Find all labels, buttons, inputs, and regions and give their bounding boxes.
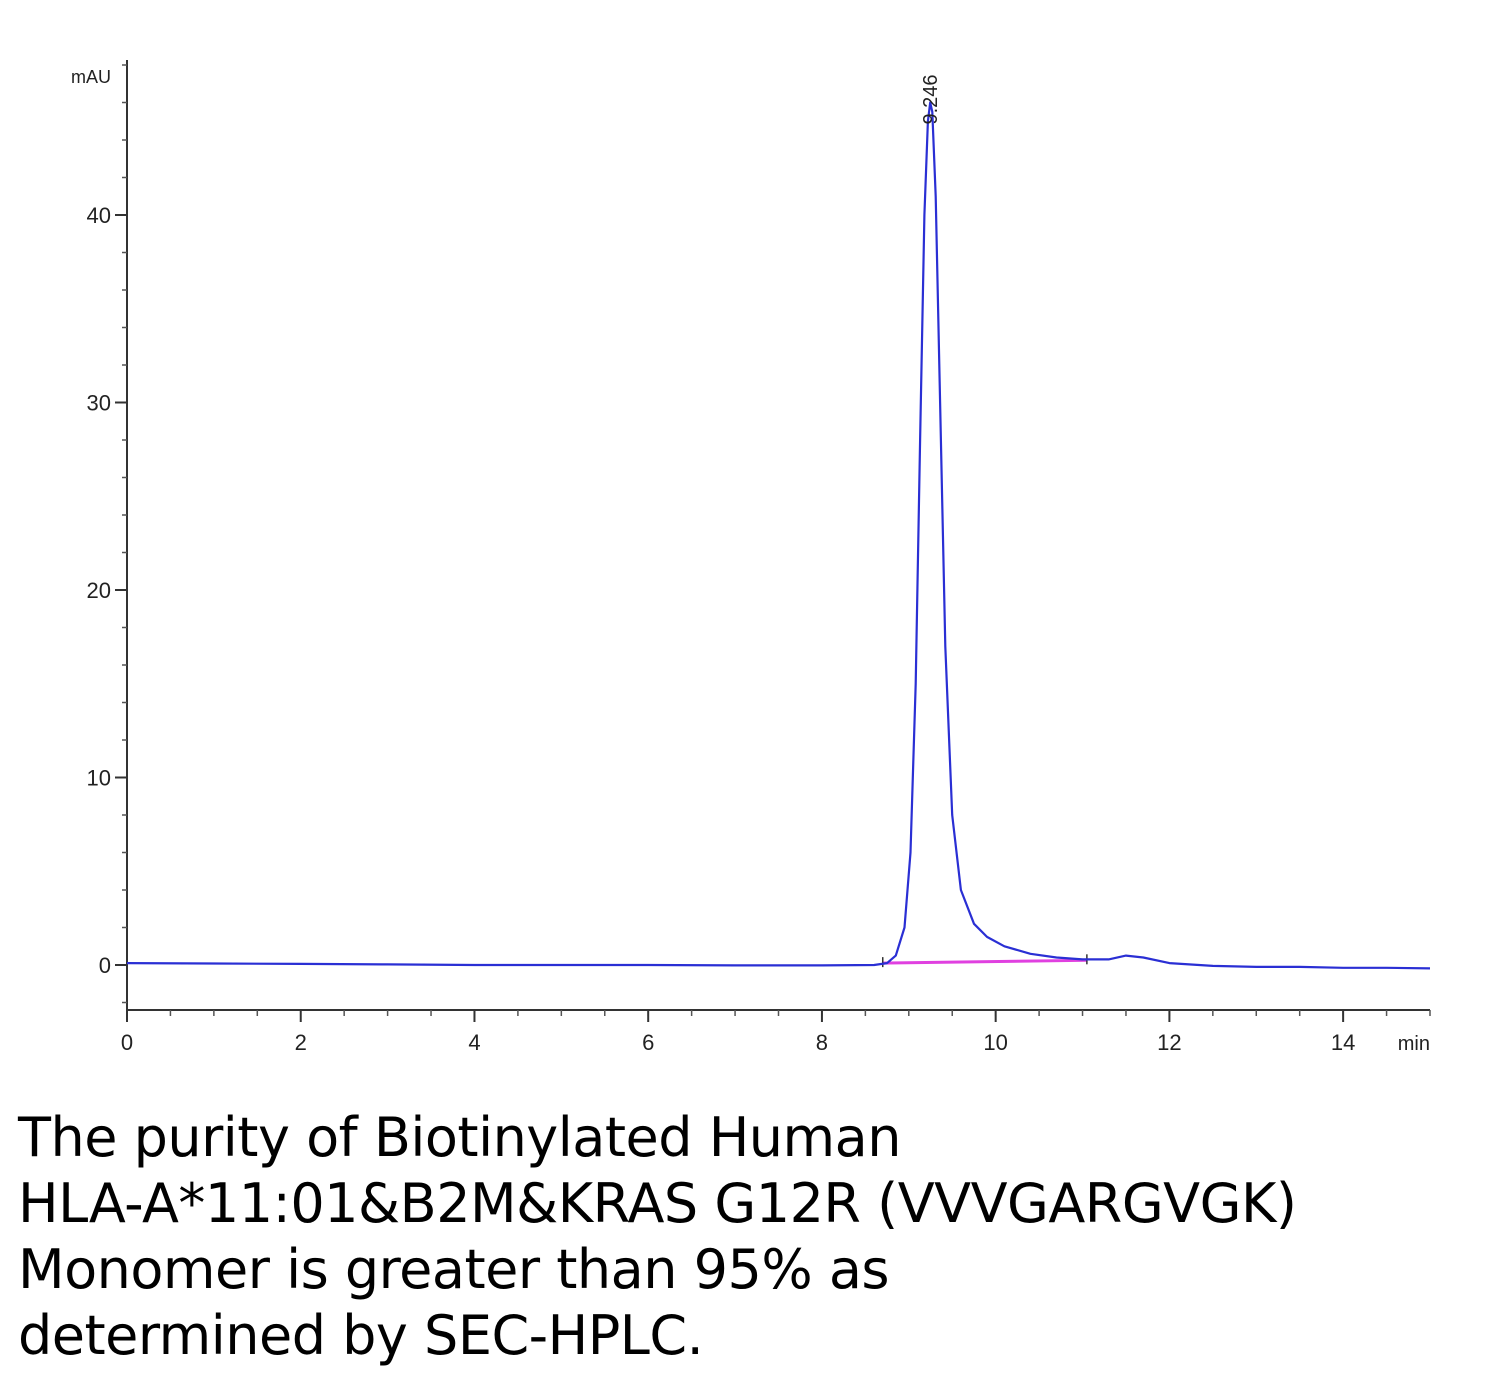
y-tick-label: 20 xyxy=(87,578,111,603)
axes xyxy=(126,60,1430,1011)
y-tick-label: 40 xyxy=(87,203,111,228)
integration-baseline xyxy=(882,958,1087,965)
series-line-1 xyxy=(126,101,1431,970)
caption-line-4: determined by SEC-HPLC. xyxy=(18,1304,704,1367)
y-axis-label: mAU xyxy=(71,67,111,87)
series xyxy=(126,101,1431,970)
peak-label: 9.246 xyxy=(920,74,942,124)
x-tick-label: 2 xyxy=(295,1030,307,1055)
caption-line-3: Monomer is greater than 95% as xyxy=(18,1238,890,1301)
caption-line-2: HLA-A*11:01&B2M&KRAS G12R (VVVGARGVGK) xyxy=(18,1172,1297,1235)
x-tick-label: 12 xyxy=(1157,1030,1181,1055)
x-tick-label: 10 xyxy=(983,1030,1007,1055)
x-axis-label: min xyxy=(1398,1033,1430,1055)
x-tick-label: 4 xyxy=(468,1030,480,1055)
x-tick-label: 8 xyxy=(816,1030,828,1055)
y-tick-label: 0 xyxy=(99,953,111,978)
chromatogram-chart: 0 10 20 30 40 0 2 4 6 8 10 12 14 mAU min 9.246 xyxy=(71,60,1431,1055)
labels: 0 10 20 30 40 0 2 4 6 8 10 12 14 mAU min 9.246 xyxy=(71,67,1430,1055)
x-tick-label: 0 xyxy=(121,1030,133,1055)
caption: The purity of Biotinylated Human HLA-A*1… xyxy=(18,1105,1488,1369)
y-tick-label: 30 xyxy=(87,391,111,416)
x-tick-label: 14 xyxy=(1331,1030,1355,1055)
ticks xyxy=(115,64,1431,1022)
x-tick-label: 6 xyxy=(642,1030,654,1055)
y-tick-label: 10 xyxy=(87,766,111,791)
caption-line-1: The purity of Biotinylated Human xyxy=(18,1106,901,1169)
